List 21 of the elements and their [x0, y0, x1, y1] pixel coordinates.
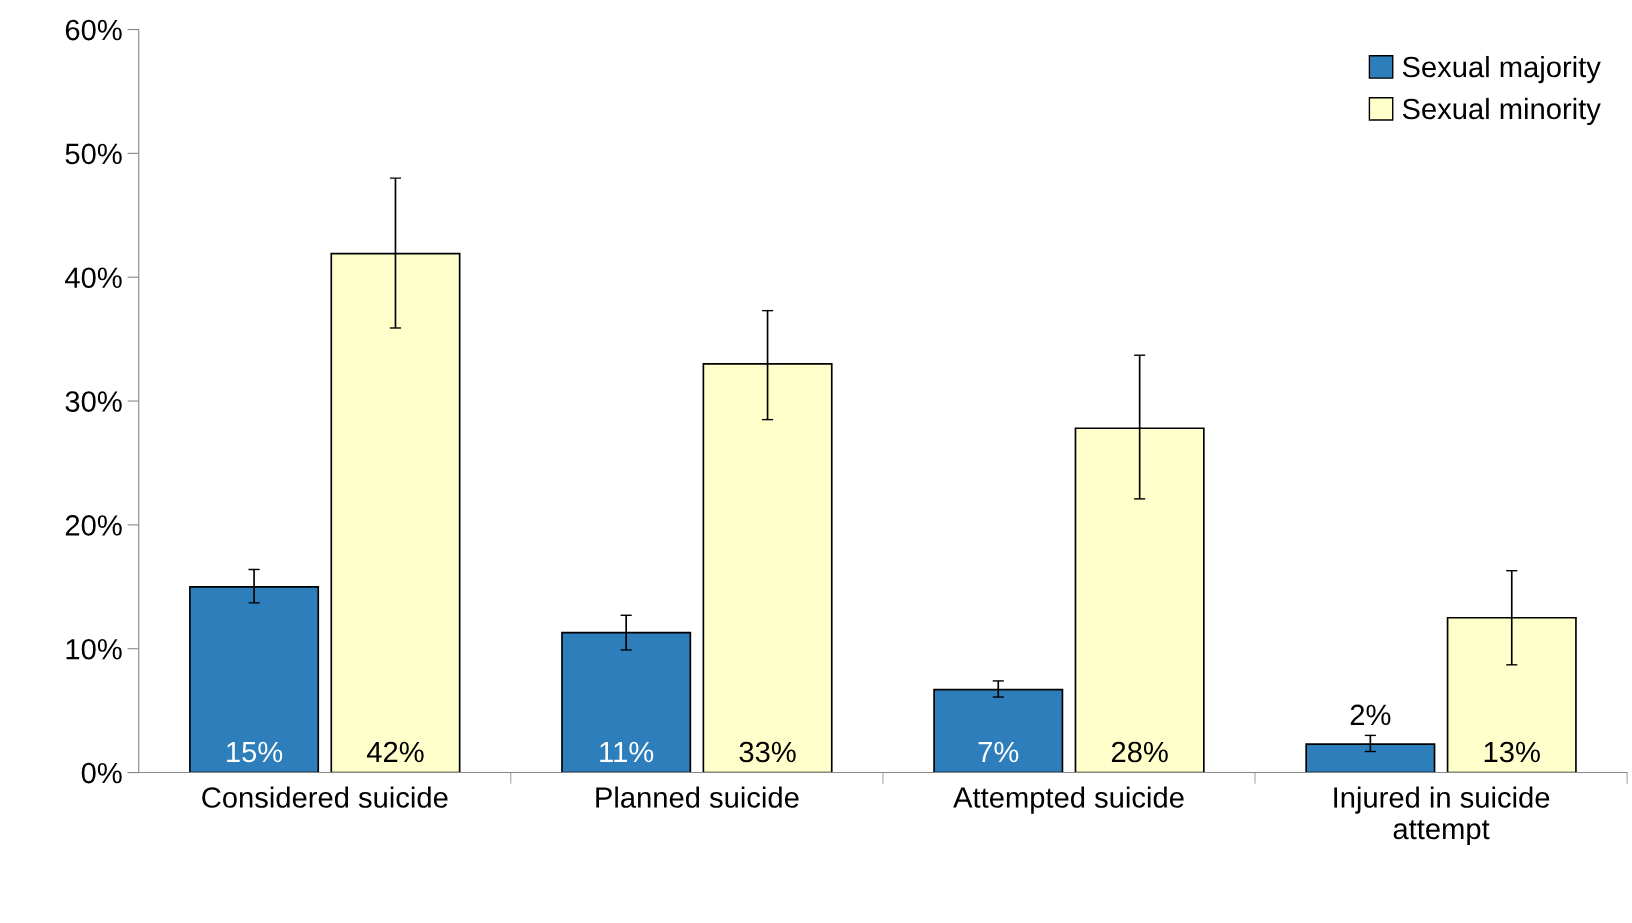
data-label: 15% [227, 741, 283, 763]
y-tick-label: 50% [65, 143, 122, 165]
y-tick-label: 0% [81, 762, 122, 784]
legend-label: Sexual majority [1402, 55, 1601, 84]
x-tick-label: Considered suicide [202, 786, 448, 808]
data-label: 42% [366, 741, 424, 763]
data-label: 28% [1111, 741, 1168, 763]
y-tick-label: 20% [65, 515, 122, 536]
x-tick-label: Attempted suicide [953, 786, 1184, 814]
y-tick-label: 10% [66, 638, 122, 660]
x-tick-label: Planned suicide [596, 786, 799, 808]
y-tick-label: 40% [65, 267, 122, 289]
legend-label: Sexual minority [1402, 97, 1601, 126]
data-label: 2% [1350, 704, 1391, 726]
y-tick-label: 30% [65, 391, 122, 412]
x-tick-label: Injured in suicide attempt [1334, 786, 1550, 846]
data-label: 33% [739, 741, 796, 763]
y-tick-label: 60% [65, 19, 122, 41]
data-label: 7% [978, 741, 1019, 763]
data-label: 13% [1484, 741, 1540, 763]
data-label: 11% [600, 741, 654, 763]
